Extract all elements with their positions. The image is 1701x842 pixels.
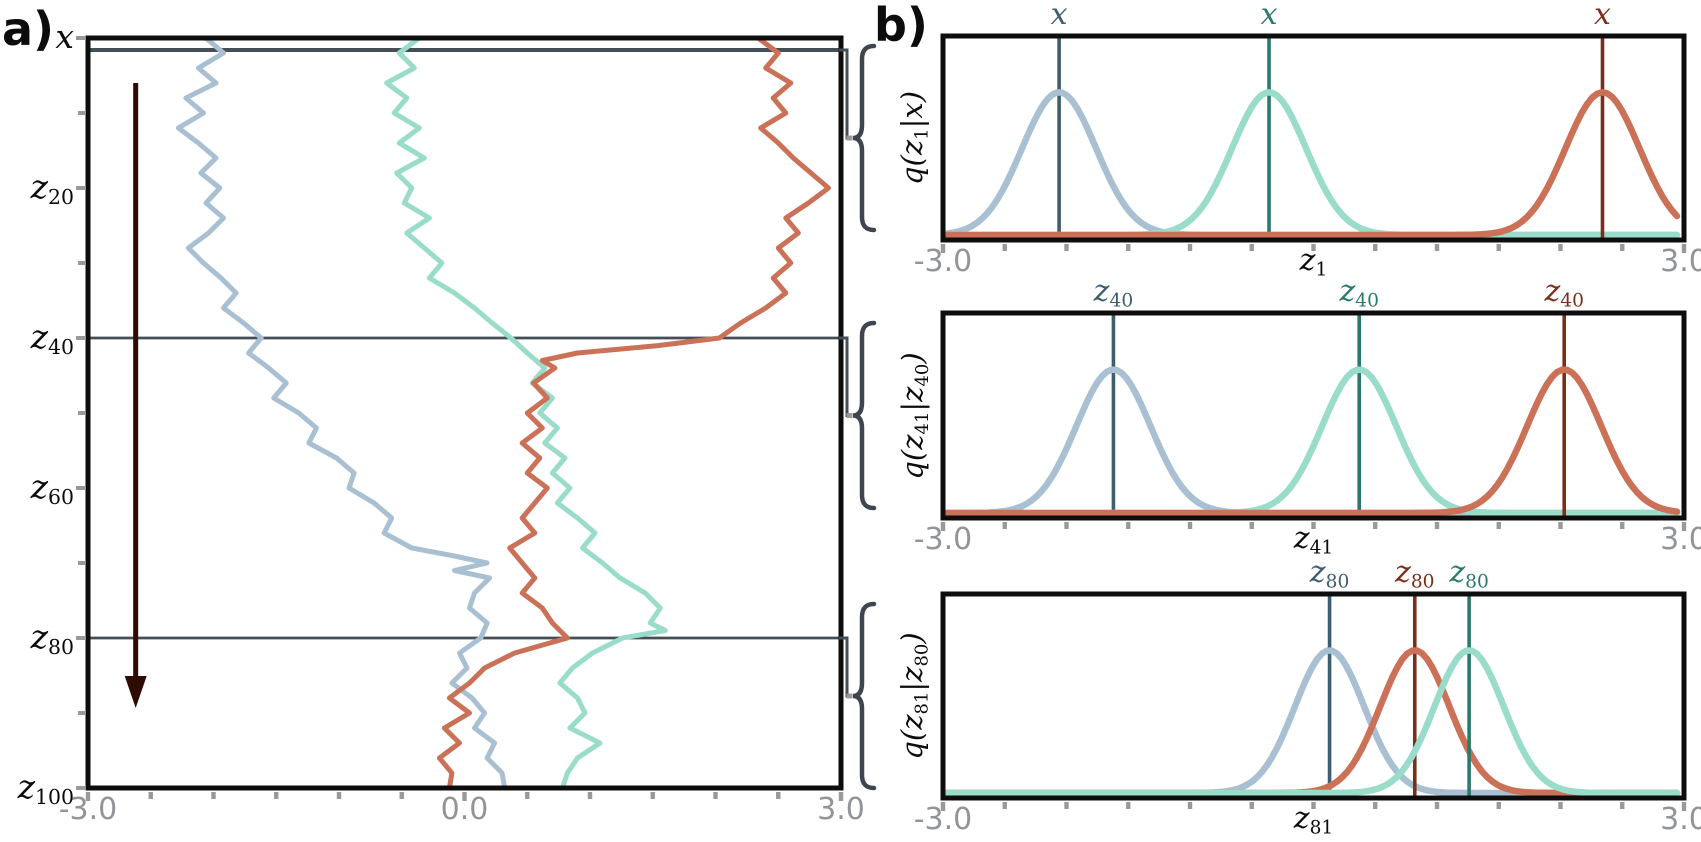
subplot3-x-tick: [1126, 802, 1131, 809]
subplot2-frame: [940, 310, 1687, 521]
subplot3-x-tick: [1558, 802, 1563, 809]
connector-dot-1: [846, 135, 853, 141]
panel-a-y-minor-tick: [78, 711, 86, 715]
blue-trajectory: [175, 40, 507, 786]
brace-1: [852, 43, 877, 233]
panel-a-y-minor-tick: [78, 111, 86, 115]
subplot2-gaussian-1: [943, 366, 1681, 517]
panel-a-x-tick: [650, 792, 655, 799]
subplot2-gaussian-2: [943, 366, 1681, 517]
subplot1-x-tick: [1681, 244, 1687, 253]
subplot1-x-tick: [1620, 244, 1625, 251]
subplot2-x-tick: [1496, 522, 1501, 529]
panel-a-x-tick: [274, 792, 279, 799]
panel-a-x-tick: [525, 792, 530, 799]
panel-a-y-tick: [76, 186, 86, 190]
subplot2-x-tick: [1187, 522, 1193, 529]
subplot2-x-tick: [1249, 522, 1254, 529]
subplot3-x-tick: [1496, 802, 1501, 809]
subplot3-x-tick: [1064, 802, 1069, 809]
panel-a-x-tick: [336, 792, 342, 799]
brace-2: [852, 320, 877, 511]
subplot2-x-tick: [1064, 522, 1069, 529]
subplot2-x-tick: [1434, 522, 1440, 529]
subplot1-x-tick: [1558, 244, 1563, 251]
subplot1-x-tick: [1311, 244, 1316, 251]
connector-dot-2: [846, 413, 853, 418]
subplot3-x-tick: [940, 802, 946, 811]
panel-a-x-tick: [838, 792, 844, 801]
subplot2-x-tick: [940, 522, 946, 531]
subplot2-x-tick: [1620, 522, 1625, 529]
panel-a-frame: [85, 35, 844, 791]
panel-a-y-tick: [76, 336, 86, 340]
subplot1-x-tick: [1187, 244, 1193, 251]
subplot3-x-tick: [1681, 802, 1687, 811]
panel-a-y-tick: [76, 36, 86, 40]
subplot3-gaussian-0: [943, 647, 1681, 797]
subplot2-x-tick: [1681, 522, 1687, 531]
subplot2-x-tick: [1126, 522, 1131, 529]
subplot2-x-tick: [1373, 522, 1378, 529]
brace-3: [852, 601, 877, 791]
time-arrow-head: [124, 676, 147, 708]
subplot1-x-tick: [1373, 244, 1378, 251]
subplot1-gaussian-2: [943, 88, 1681, 239]
subplot1-x-tick: [1496, 244, 1501, 251]
subplot1-x-tick: [1434, 244, 1440, 251]
subplot1-x-tick: [1249, 244, 1254, 251]
subplot2-x-tick: [1311, 522, 1316, 529]
subplot3-x-tick: [1187, 802, 1193, 809]
subplot3-frame: [940, 591, 1687, 801]
subplot3-x-tick: [1620, 802, 1625, 809]
subplot2-x-tick: [1558, 522, 1563, 529]
subplot3-gaussian-2: [943, 647, 1681, 797]
panel-a-y-tick: [76, 636, 86, 640]
panel-a-y-minor-tick: [78, 261, 86, 265]
subplot3-x-tick: [1311, 802, 1316, 809]
panel-a-x-tick: [587, 792, 593, 799]
teal-trajectory: [384, 40, 668, 786]
panel-a-y-minor-tick: [78, 411, 86, 415]
subplot3-x-tick: [1002, 802, 1007, 809]
connector-dot-3: [846, 693, 853, 699]
subplot1-x-tick: [1002, 244, 1007, 251]
orange-trajectory: [436, 40, 831, 786]
subplot3-x-tick: [1373, 802, 1378, 809]
panel-a-x-tick: [776, 792, 781, 799]
panel-a-y-minor-tick: [78, 561, 86, 565]
panel-a-y-tick: [76, 486, 86, 490]
panel-a-x-tick: [462, 792, 467, 801]
panel-a-x-tick: [85, 792, 91, 801]
subplot1-x-tick: [1064, 244, 1069, 251]
panel-a-x-tick: [399, 792, 404, 799]
subplot1-frame: [940, 33, 1687, 243]
panel-a-y-tick: [76, 786, 86, 790]
subplot3-x-tick: [1249, 802, 1254, 809]
subplot2-x-tick: [1002, 522, 1007, 529]
panel-a-x-tick: [148, 792, 153, 799]
subplot1-x-tick: [1126, 244, 1131, 251]
subplot1-x-tick: [940, 244, 946, 253]
panel-a-x-tick: [713, 792, 718, 799]
subplot3-x-tick: [1434, 802, 1440, 809]
subplot1-gaussian-1: [943, 89, 1681, 239]
panel-a-x-tick: [211, 792, 216, 799]
